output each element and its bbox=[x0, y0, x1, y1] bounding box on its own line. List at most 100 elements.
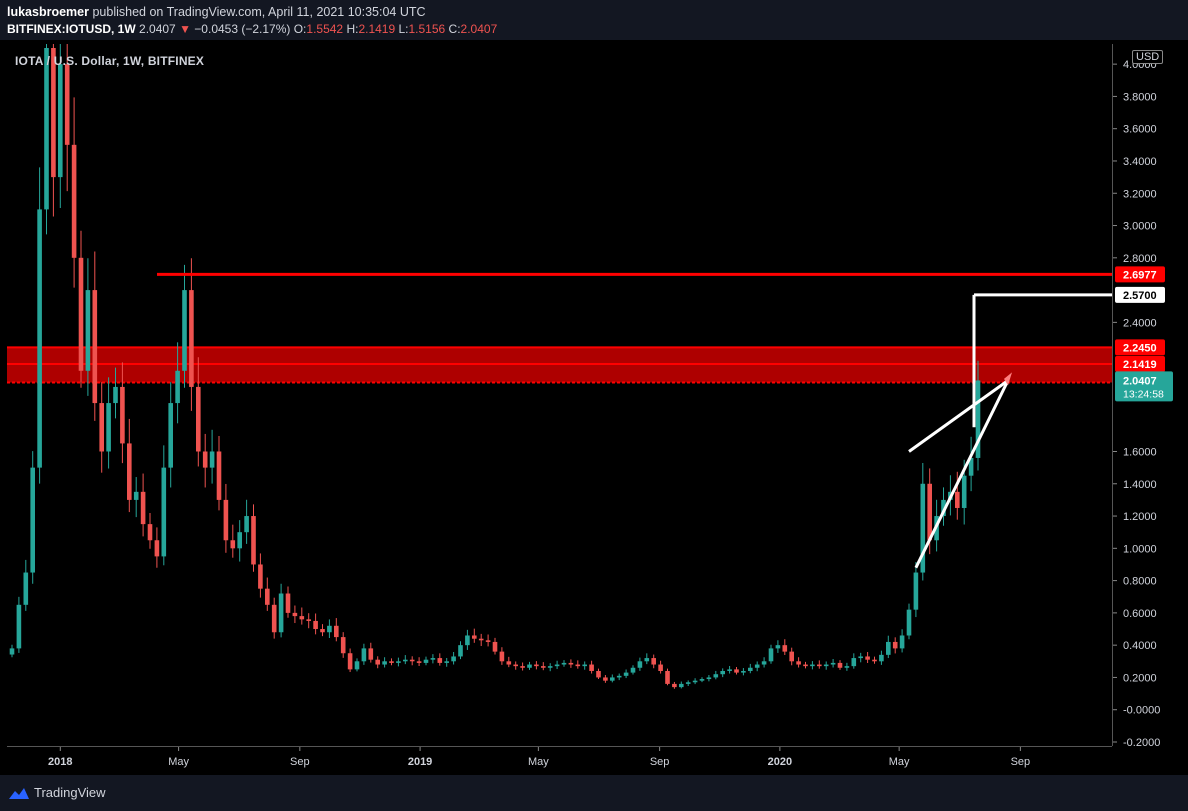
candle bbox=[168, 382, 173, 488]
candle-body bbox=[872, 659, 877, 662]
candle bbox=[147, 512, 153, 549]
candle bbox=[9, 644, 15, 658]
candle-body bbox=[382, 661, 387, 665]
price-change: −0.0453 (−2.17%) bbox=[194, 22, 291, 36]
high-value: 2.1419 bbox=[358, 22, 396, 36]
candle-body bbox=[892, 641, 898, 649]
candle bbox=[699, 677, 705, 683]
ohlc-line: BITFINEX:IOTUSD, 1W 2.0407 ▼ −0.0453 (−2… bbox=[7, 22, 497, 36]
y-tick-label: 3.8000 bbox=[1123, 91, 1157, 103]
candle-body bbox=[147, 524, 153, 541]
candle bbox=[306, 613, 311, 629]
candle bbox=[444, 658, 449, 667]
candle bbox=[85, 258, 91, 396]
candle-body bbox=[720, 670, 725, 675]
y-tick-label: 1.0000 bbox=[1123, 543, 1157, 555]
candle-body bbox=[140, 491, 146, 525]
candle-body bbox=[623, 672, 629, 676]
x-tick-label: Sep bbox=[1011, 756, 1031, 768]
candle bbox=[941, 487, 946, 526]
candle-body bbox=[37, 209, 42, 468]
candle bbox=[561, 660, 567, 667]
candle-body bbox=[375, 659, 380, 665]
footer-bar: TradingView bbox=[0, 775, 1188, 811]
price-level-label: 2.2450 bbox=[1123, 342, 1157, 354]
candle-body bbox=[616, 675, 622, 678]
author-name[interactable]: lukasbroemer bbox=[7, 5, 89, 19]
candle bbox=[472, 628, 477, 643]
y-tick-label: 3.4000 bbox=[1123, 156, 1157, 168]
x-tick-label: 2019 bbox=[408, 756, 432, 768]
candle-body bbox=[706, 677, 712, 680]
candle-body bbox=[271, 604, 277, 633]
tradingview-brand[interactable]: TradingView bbox=[34, 785, 106, 800]
candle-body bbox=[768, 648, 774, 662]
candle-body bbox=[748, 667, 753, 671]
candle bbox=[603, 674, 608, 683]
candle bbox=[506, 656, 512, 668]
y-tick-label: -0.2000 bbox=[1123, 737, 1160, 746]
candle-body bbox=[961, 475, 967, 508]
candle-body bbox=[554, 664, 560, 667]
candle bbox=[37, 167, 42, 484]
candle bbox=[547, 663, 553, 672]
candle-body bbox=[133, 491, 139, 500]
candle-body bbox=[354, 661, 360, 670]
candle-body bbox=[292, 612, 298, 617]
candle bbox=[361, 643, 367, 665]
candle-body bbox=[920, 483, 926, 573]
candle-body bbox=[499, 651, 505, 662]
candle-body bbox=[672, 683, 677, 688]
candle bbox=[106, 377, 111, 469]
candle bbox=[534, 661, 539, 670]
candle bbox=[258, 553, 263, 598]
chart-header: lukasbroemer published on TradingView.co… bbox=[0, 0, 1188, 40]
candle bbox=[409, 656, 415, 666]
candle bbox=[810, 661, 815, 670]
candle-body bbox=[492, 641, 498, 652]
candle-body bbox=[699, 679, 705, 681]
candle-body bbox=[513, 664, 518, 667]
x-tick-label: Sep bbox=[290, 756, 310, 768]
x-tick-label: May bbox=[168, 756, 189, 768]
candle-body bbox=[927, 483, 932, 541]
time-axis[interactable]: 2018MaySep2019MaySep2020MaySep2021May bbox=[7, 746, 1153, 775]
candle bbox=[679, 681, 684, 689]
candle bbox=[416, 657, 422, 667]
candle-body bbox=[975, 380, 981, 458]
candle-body bbox=[30, 467, 35, 573]
candle-body bbox=[285, 593, 291, 613]
candle-body bbox=[506, 661, 512, 665]
candle bbox=[16, 596, 22, 653]
candle-body bbox=[209, 451, 215, 468]
currency-button[interactable]: USD bbox=[1132, 50, 1164, 64]
candle bbox=[271, 597, 277, 639]
candle-body bbox=[216, 451, 222, 500]
candlestick-chart[interactable] bbox=[7, 44, 1112, 746]
tradingview-logo-icon bbox=[9, 788, 29, 799]
candle bbox=[327, 619, 332, 638]
candle bbox=[175, 342, 180, 424]
y-tick-label: 1.2000 bbox=[1123, 511, 1157, 523]
current-price-badge bbox=[1115, 371, 1173, 402]
candle bbox=[761, 657, 767, 668]
y-tick-label: 1.6000 bbox=[1123, 446, 1157, 458]
price-axis[interactable]: 4.0000 3.8000 3.6000 3.4000 3.2000 3.0000 2.80… bbox=[1112, 44, 1188, 749]
candle-body bbox=[685, 682, 691, 684]
candle-body bbox=[340, 637, 346, 654]
candle bbox=[892, 637, 898, 654]
candle-body bbox=[334, 625, 339, 638]
price-plot[interactable] bbox=[7, 44, 1112, 746]
candle bbox=[706, 674, 712, 682]
candle-body bbox=[906, 609, 912, 636]
candle bbox=[44, 44, 49, 235]
bar-countdown-label: 13:24:58 bbox=[1123, 388, 1164, 400]
candle bbox=[685, 680, 691, 687]
candle-body bbox=[251, 516, 256, 565]
candle-body bbox=[782, 645, 788, 652]
candle-body bbox=[361, 648, 367, 662]
candle bbox=[92, 251, 98, 421]
y-tick-label: 3.2000 bbox=[1123, 188, 1157, 200]
candle bbox=[692, 678, 698, 685]
candle bbox=[575, 660, 581, 669]
